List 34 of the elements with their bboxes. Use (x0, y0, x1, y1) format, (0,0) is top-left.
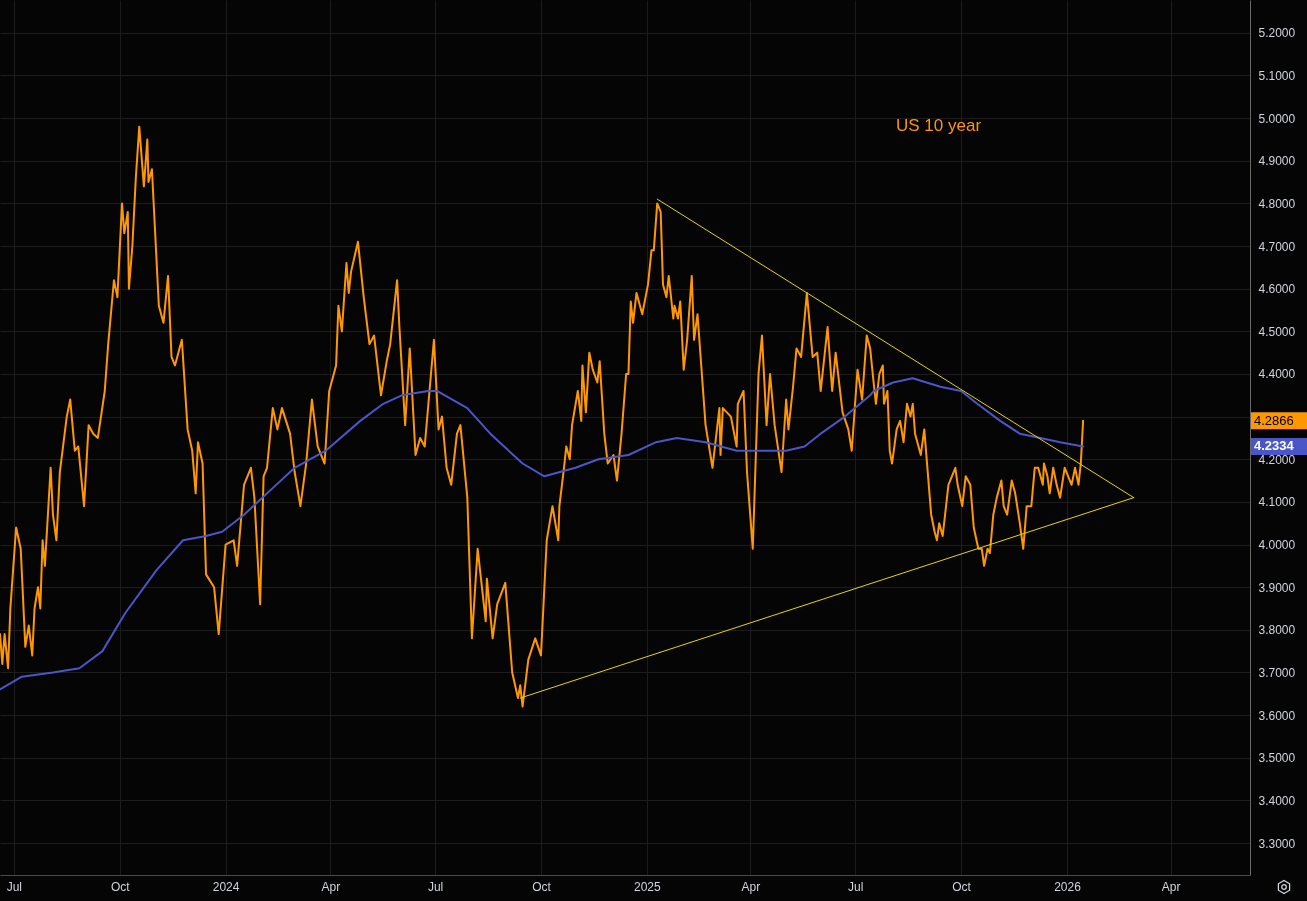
x-tick-label: 2025 (634, 879, 662, 894)
x-tick-label: Apr (1161, 879, 1181, 894)
y-tick-label: 4.8000 (1258, 196, 1296, 211)
x-tick-label: Jul (848, 879, 864, 894)
y-tick-label: 4.4000 (1258, 367, 1296, 382)
x-tick-label: 2024 (212, 879, 240, 894)
x-tick-label: Oct (532, 879, 552, 894)
x-tick-label: Oct (110, 879, 131, 894)
y-tick-label: 5.0000 (1258, 111, 1296, 126)
y-tick-label: 3.3000 (1258, 836, 1296, 851)
y-tick-label: 4.1000 (1258, 495, 1296, 510)
y-tick-label: 4.7000 (1258, 239, 1296, 254)
text: 4.2866 (1254, 412, 1294, 428)
y-tick-label: 4.9000 (1258, 154, 1296, 169)
y-tick-label: 4.6000 (1258, 282, 1296, 297)
y-tick-label: 4.0000 (1258, 538, 1296, 553)
y-tick-label: 5.1000 (1258, 68, 1296, 83)
x-tick-label: 2026 (1054, 879, 1082, 894)
text: US 10 year (896, 116, 982, 135)
x-tick-label: Oct (952, 879, 972, 894)
text: 4.2334 (1254, 438, 1295, 454)
y-tick-label: 3.4000 (1258, 793, 1296, 808)
y-tick-label: 4.2000 (1258, 452, 1296, 467)
x-tick-label: Jul (6, 879, 22, 894)
x-tick-label: Jul (427, 879, 444, 894)
y-tick-label: 3.6000 (1258, 708, 1296, 723)
x-tick-label: Apr (321, 879, 341, 894)
y-tick-label: 3.9000 (1258, 580, 1296, 595)
x-tick-label: Apr (741, 879, 761, 894)
y-tick-label: 3.5000 (1258, 751, 1296, 766)
y-tick-label: 3.8000 (1258, 623, 1296, 638)
y-tick-label: 4.5000 (1258, 324, 1296, 339)
y-tick-label: 5.2000 (1258, 26, 1296, 41)
y-tick-label: 3.7000 (1258, 665, 1296, 680)
